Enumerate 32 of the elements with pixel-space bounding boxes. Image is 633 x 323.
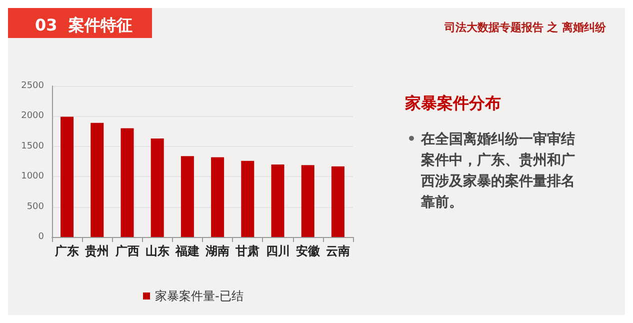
y-tick-label: 0 (38, 232, 44, 242)
bar (301, 165, 314, 237)
x-tick-label: 广西 (114, 244, 140, 258)
text: 家暴案件分布 (404, 94, 501, 112)
bar (90, 122, 104, 237)
x-tick-label: 广东 (54, 244, 80, 258)
bar (120, 128, 134, 237)
bar (150, 138, 164, 237)
bar (60, 116, 74, 237)
x-tick-label: 福建 (174, 244, 200, 258)
x-tick-label: 云南 (326, 244, 350, 258)
bar (211, 157, 224, 237)
text: 在全国离婚纠纷一审审结案件中，广东、贵州和广西涉及家暴的案件量排名靠前。 (420, 130, 575, 210)
y-tick-label: 1500 (21, 141, 44, 152)
bar (241, 160, 254, 237)
x-tick-label: 贵州 (84, 244, 110, 258)
text: 司法大数据专题报告 之 离婚纠纷 (443, 21, 607, 34)
y-tick-label: 500 (26, 202, 44, 212)
chart-title: 03 案件特征 (35, 16, 132, 34)
y-tick-label: 2000 (21, 111, 44, 122)
y-tick-label: 2500 (21, 81, 44, 91)
x-tick-label: 山东 (145, 244, 170, 258)
bar (180, 156, 194, 237)
text: • (407, 132, 416, 148)
y-tick-label: 1000 (21, 172, 44, 182)
bar (271, 164, 284, 237)
x-tick-label: 湖南 (204, 244, 230, 258)
x-tick-label: 安徽 (296, 244, 321, 258)
legend-label: 家暴案件量-已结 (155, 289, 244, 303)
x-tick-label: 四川 (266, 244, 290, 258)
bar (331, 166, 344, 237)
x-tick-label: 甘肃 (234, 244, 260, 258)
